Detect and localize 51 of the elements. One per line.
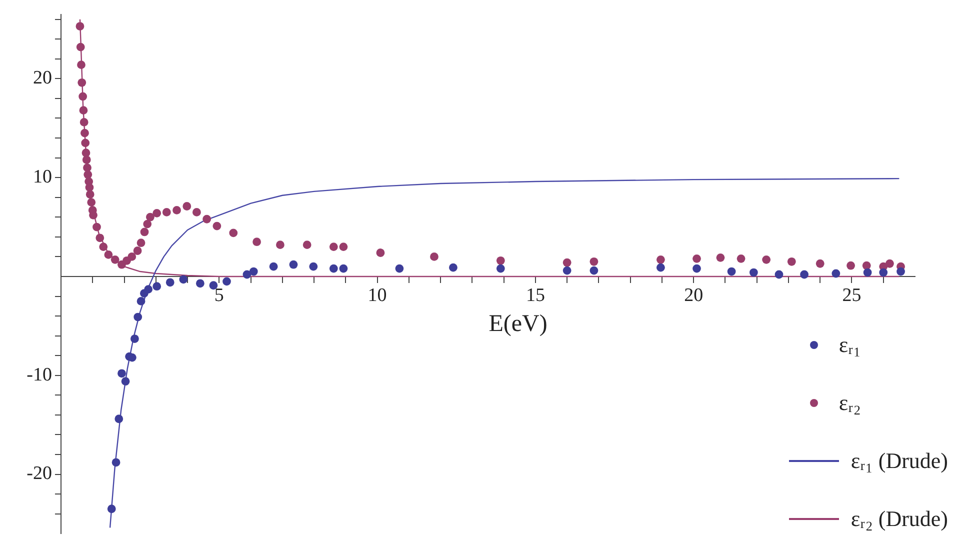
point	[339, 264, 348, 273]
point	[144, 285, 152, 294]
point	[863, 268, 872, 277]
x-tick-label: 5	[214, 284, 224, 306]
point	[727, 267, 736, 276]
point	[562, 266, 572, 275]
point	[749, 268, 758, 277]
point	[121, 377, 130, 386]
point	[114, 414, 124, 424]
x-tick-label: 15	[526, 284, 545, 306]
point	[209, 281, 218, 290]
legend-label: εᵣ₁	[838, 332, 861, 358]
point	[395, 264, 404, 273]
point	[832, 269, 840, 278]
point	[329, 264, 338, 273]
point	[179, 275, 188, 284]
point	[136, 296, 146, 306]
y-tick-label: 20	[33, 68, 52, 89]
point	[134, 312, 142, 322]
point	[879, 268, 888, 277]
point	[242, 270, 252, 279]
point	[269, 262, 278, 271]
point	[118, 369, 126, 378]
x-tick-label: 20	[684, 284, 704, 306]
legend-label: εᵣ₁ (Drude)	[850, 448, 948, 474]
legend-label: εᵣ₂ (Drude)	[850, 506, 948, 532]
x-tick-label: 25	[842, 284, 862, 306]
point	[130, 334, 139, 343]
y-tick-label: -20	[26, 463, 52, 484]
point	[196, 279, 204, 288]
point	[249, 267, 258, 276]
point	[449, 263, 458, 272]
point	[496, 264, 505, 273]
y-tick-label: -10	[26, 364, 52, 386]
point	[107, 504, 116, 514]
point	[800, 270, 808, 279]
y-tick-label: 10	[33, 166, 52, 188]
point	[692, 264, 701, 273]
point	[166, 278, 174, 287]
x-axis-title: E(eV)	[488, 310, 548, 337]
point	[112, 458, 120, 467]
point	[774, 270, 784, 279]
point	[896, 267, 905, 276]
point	[289, 260, 298, 269]
point	[222, 277, 231, 286]
point	[656, 263, 665, 272]
legend-label: εᵣ₂	[838, 390, 861, 416]
x-tick-label: 10	[368, 284, 387, 306]
point	[590, 266, 598, 275]
point	[309, 262, 318, 271]
point	[152, 282, 162, 291]
